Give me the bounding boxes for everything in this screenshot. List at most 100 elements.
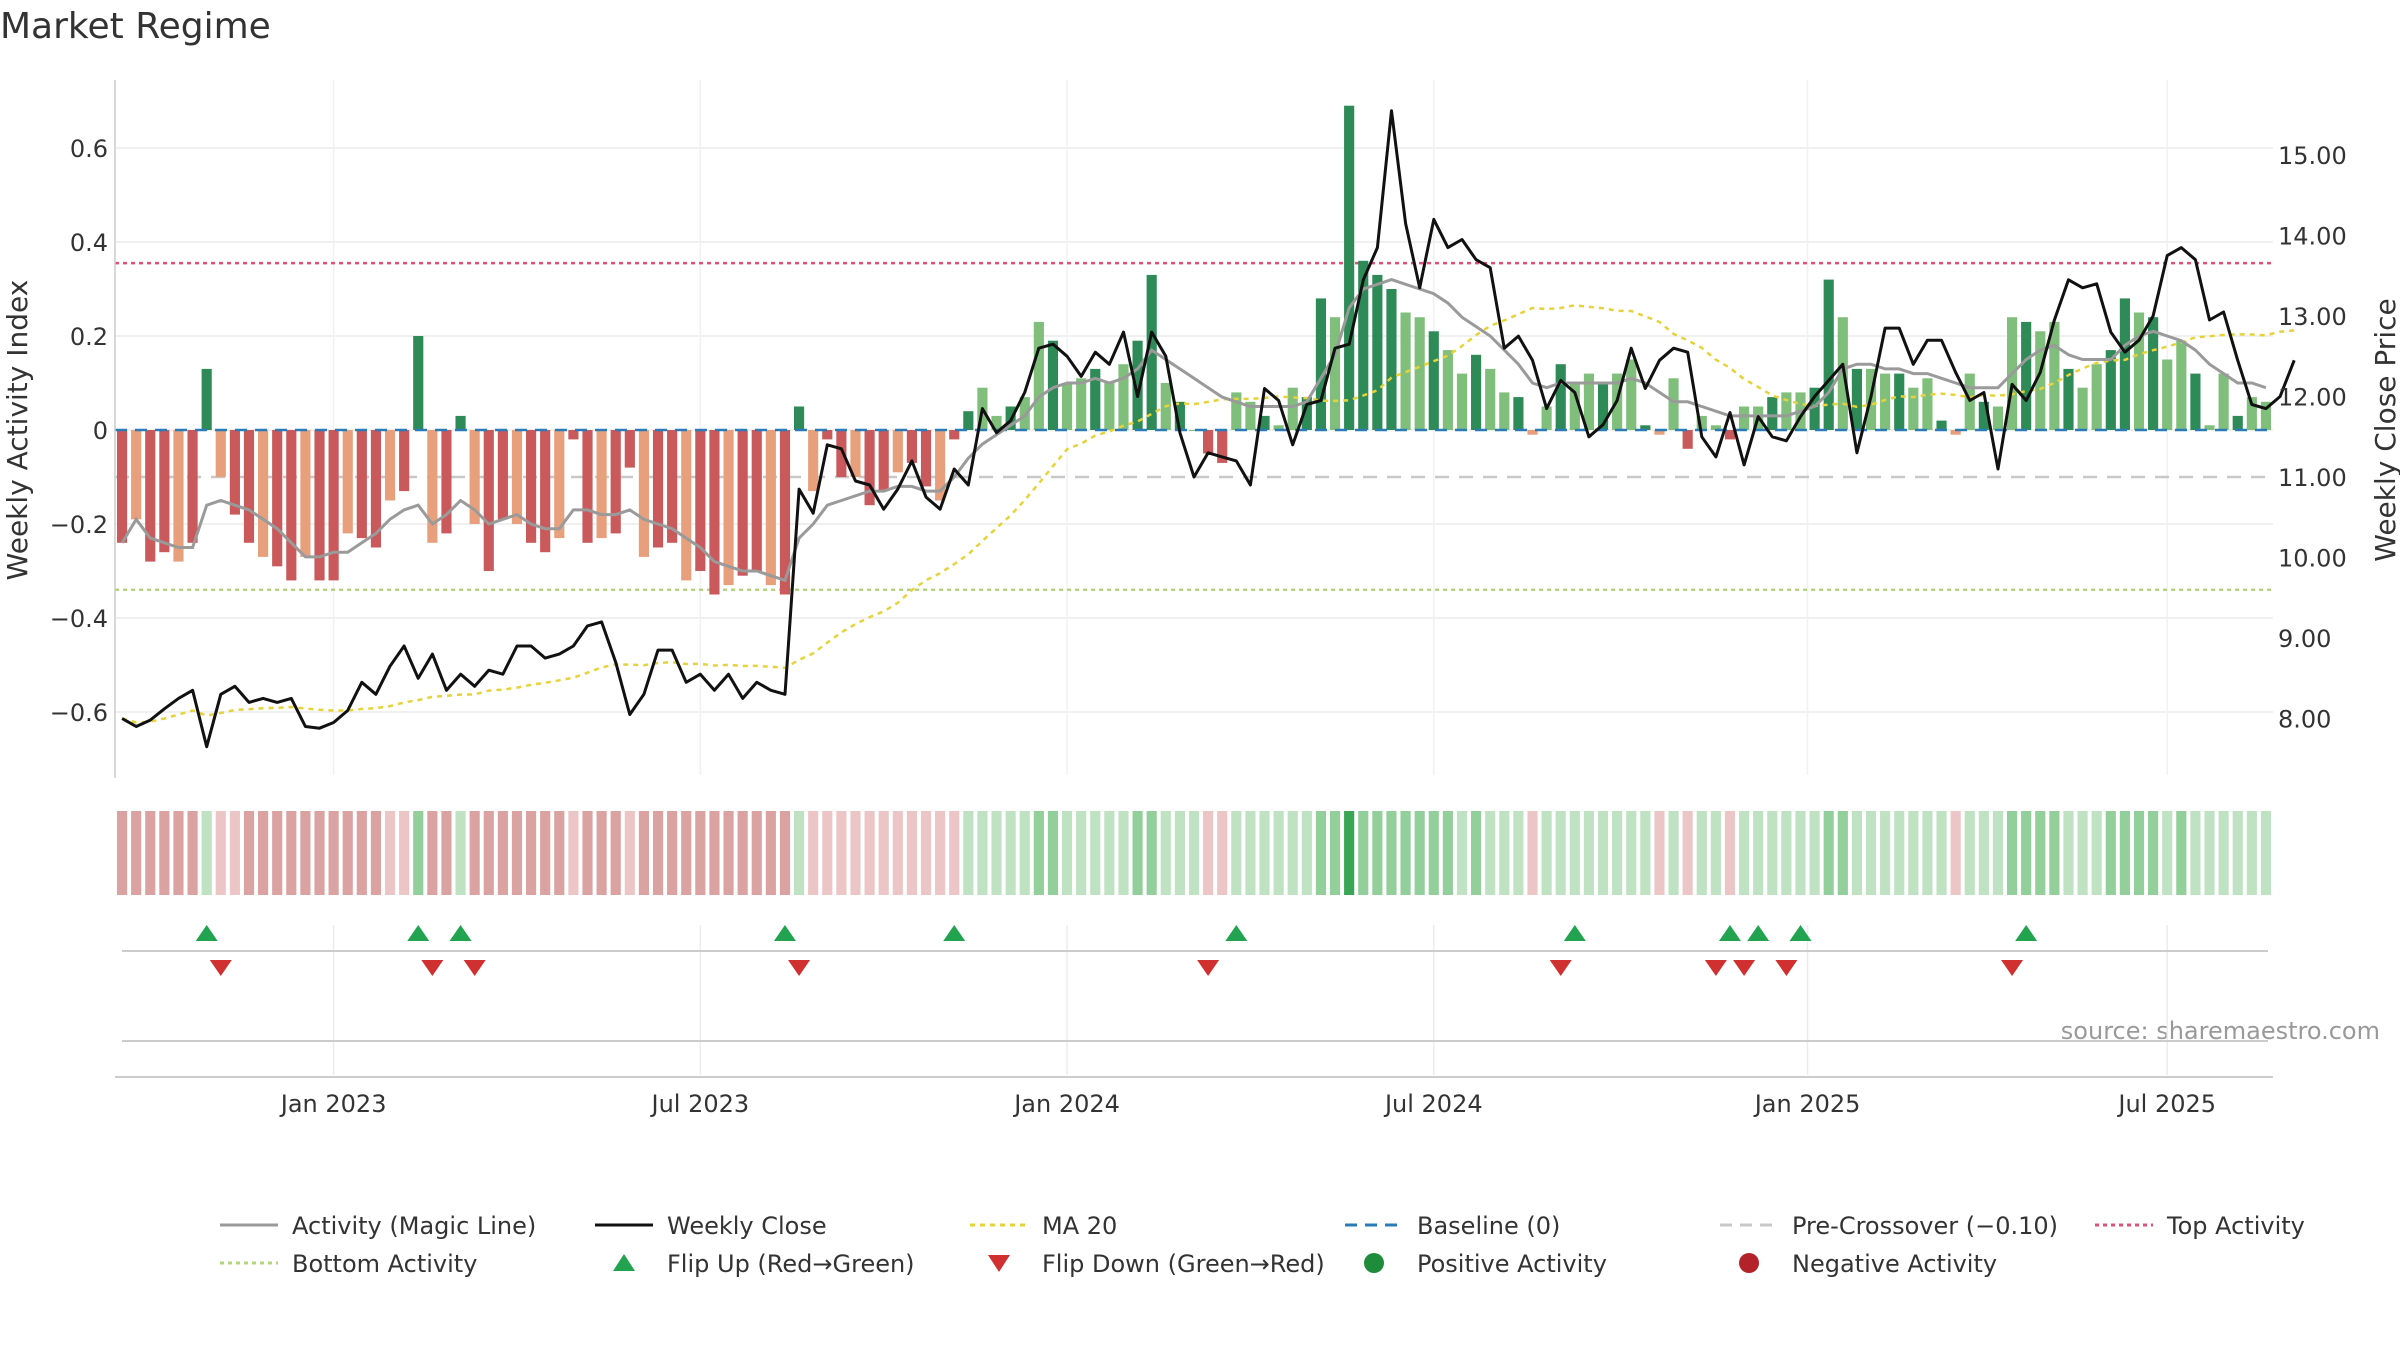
activity-strip-cell [1386,811,1397,895]
activity-bar [1245,401,1256,430]
activity-bar [243,430,255,543]
activity-bar [2176,340,2187,430]
flip-up-marker [1789,925,1812,941]
activity-strip-cell [864,811,875,895]
activity-strip-cell [1033,811,1044,895]
activity-bar [1894,373,1905,430]
activity-bar [822,430,833,440]
flip-up-marker [2015,925,2038,941]
activity-bar [2049,321,2060,430]
activity-bar [1978,401,1989,430]
activity-strip-cell [1710,811,1721,895]
activity-bar [1527,430,1538,435]
activity-strip-cell [1358,811,1369,895]
activity-bar [1597,383,1609,430]
activity-strip-cell [413,811,424,895]
activity-strip-cell [1569,811,1580,895]
activity-bar [596,430,607,539]
activity-strip-cell [1273,811,1284,895]
activity-bar [878,430,889,492]
y-right-tick-label: 9.00 [2278,625,2331,653]
activity-strip-cell [1992,811,2004,895]
activity-bar [356,430,367,539]
activity-strip-cell [1174,811,1185,895]
flip-up-marker [943,925,966,941]
flip-down-marker [421,960,444,976]
activity-bar [1358,260,1369,430]
activity-strip-cell [977,811,988,895]
activity-bar [173,430,184,562]
activity-strip-cell [1287,811,1298,895]
activity-bar [836,430,847,477]
activity-bar [1499,392,1510,430]
activity-strip-cell [695,811,706,895]
activity-strip-cell [1880,811,1891,895]
activity-bar [2021,321,2032,430]
activity-strip-cell [399,811,410,895]
activity-bar [1329,317,1341,430]
activity-strip-cell [920,811,932,895]
flip-up-marker [407,925,430,941]
activity-strip-cell [2246,811,2257,895]
activity-strip-cell [1936,811,1947,895]
activity-bar [667,430,678,543]
activity-bar [765,430,776,586]
activity-strip-cell [822,811,833,895]
activity-strip-cell [765,811,776,895]
activity-strip-cell [1329,811,1341,895]
activity-bar [1485,368,1496,430]
activity-strip-cell [1894,811,1905,895]
activity-bar [2162,359,2173,430]
chart-title: Market Regime [0,6,271,47]
y-right-tick-label: 8.00 [2278,706,2331,734]
activity-strip-cell [201,811,212,895]
activity-bar [497,430,508,520]
activity-strip-cell [1259,811,1270,895]
activity-bar [2119,298,2130,430]
legend-swatch-triangle-up [613,1254,635,1271]
legend-label: Flip Down (Green→Red) [1042,1250,1325,1278]
activity-bar [2063,368,2074,430]
activity-bar [1936,420,1947,430]
activity-bar [624,430,635,468]
activity-bar [1626,359,1637,430]
legend-label: MA 20 [1042,1212,1117,1240]
activity-strip-cell [2063,811,2074,895]
activity-bar [1682,430,1693,449]
activity-strip-cell [638,811,649,895]
activity-bar [1696,415,1707,430]
activity-bar [1922,378,1933,430]
activity-strip-cell [1499,811,1510,895]
activity-strip-cell [2006,811,2018,895]
activity-bar [1104,383,1115,430]
activity-bar [1541,406,1552,430]
activity-bar [1118,364,1129,430]
activity-bar [1442,350,1453,430]
activity-strip-cell [568,811,579,895]
activity-bar [370,430,382,548]
activity-strip-cell [2176,811,2187,895]
activity-bar [229,430,240,515]
activity-bar [793,406,805,430]
y-left-tick-label: −0.4 [50,605,108,633]
activity-strip-cell [173,811,184,895]
activity-strip-cell [793,811,805,895]
activity-strip-cell [1104,811,1115,895]
activity-bar [215,430,226,477]
activity-strip-cell [2190,811,2201,895]
y-right-tick-label: 11.00 [2278,464,2347,492]
activity-strip-cell [1471,811,1482,895]
activity-strip-cell [159,811,170,895]
activity-strip-cell [540,811,551,895]
activity-bar [131,430,142,520]
activity-bar [681,430,692,581]
activity-strip-cell [1132,811,1143,895]
activity-bar [2190,373,2201,430]
activity-bar [1414,317,1425,430]
legend-label: Top Activity [2166,1212,2305,1240]
weekly-close-line [121,109,2296,749]
activity-strip-cell [836,811,847,895]
activity-bar [1809,387,1820,430]
flip-up-marker [1563,925,1586,941]
activity-bar [2091,364,2102,430]
